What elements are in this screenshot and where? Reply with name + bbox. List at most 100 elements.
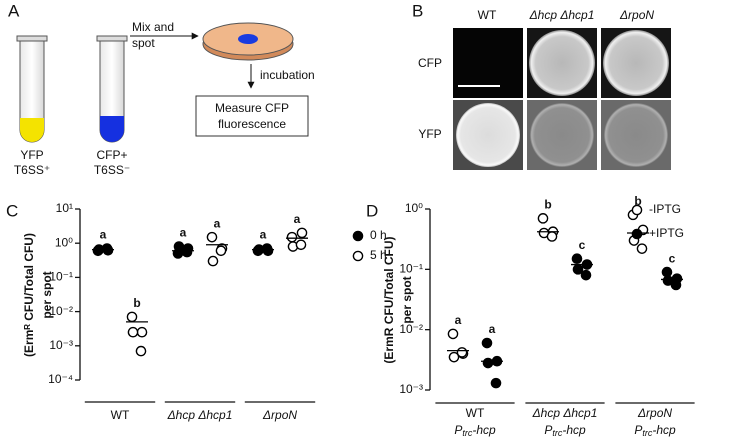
- significance-letter: a: [180, 226, 187, 240]
- data-point: [670, 279, 682, 291]
- sublabel-part: trc: [552, 428, 562, 438]
- data-point: [447, 328, 459, 340]
- significance-letter: a: [294, 212, 301, 226]
- x-tick-label: Δhcp Δhcp1: [532, 406, 598, 420]
- x-tick-label: Δhcp Δhcp1: [167, 408, 233, 422]
- data-point: [215, 245, 227, 257]
- tube-rim: [96, 35, 128, 42]
- tube-label: YFP: [20, 148, 43, 162]
- y-axis-label: (Ermᴿ CFU/Total CFU): [22, 233, 36, 357]
- legend-marker: [352, 250, 364, 262]
- tube-liquid: [20, 118, 44, 142]
- legend-label: +IPTG: [649, 226, 684, 240]
- y-tick-label: 10⁻²: [399, 322, 423, 336]
- y-axis-label: (ErmR CFU/Total CFU): [382, 236, 396, 363]
- y-tick-label: 10⁻³: [49, 338, 73, 352]
- significance-letter: b: [634, 194, 641, 208]
- legend-label: 5 h: [370, 248, 387, 262]
- y-tick-label: 10⁰: [405, 201, 423, 215]
- colony: [604, 103, 668, 167]
- y-tick-label: 10¹: [56, 201, 73, 215]
- data-point: [490, 377, 502, 389]
- step-label: Mix and: [132, 20, 174, 34]
- spot: [238, 34, 258, 44]
- data-point: [127, 326, 139, 338]
- legend-marker: [631, 228, 643, 240]
- data-point: [546, 231, 558, 242]
- colony: [530, 103, 594, 167]
- significance-letter: a: [100, 228, 107, 242]
- data-point: [571, 253, 583, 265]
- data-point: [296, 227, 308, 239]
- row-label: YFP: [418, 127, 441, 141]
- x-tick-label: ΔrpoN: [637, 406, 672, 420]
- y-axis-label: per spot: [400, 276, 414, 323]
- data-point: [286, 231, 298, 243]
- panel-letter: D: [366, 201, 378, 220]
- tube-label: CFP+: [96, 148, 127, 162]
- data-point: [661, 266, 673, 278]
- data-point: [572, 264, 584, 275]
- sublabel-part: trc: [462, 428, 472, 438]
- panel-a: A YFP T6SS⁺ CFP+ T6SS⁻ Mix and spot incu…: [8, 1, 315, 177]
- readout-box: [195, 95, 309, 137]
- legend-marker: [352, 230, 364, 242]
- data-point: [181, 246, 193, 258]
- significance-letter: c: [579, 238, 586, 252]
- image-tile: [453, 28, 523, 98]
- x-tick-sublabel: Ptrc-hcp: [634, 423, 676, 438]
- significance-letter: a: [489, 322, 496, 336]
- colony: [603, 30, 669, 96]
- x-tick-sublabel: Ptrc-hcp: [454, 423, 496, 438]
- significance-letter: b: [544, 198, 551, 212]
- tube-label: T6SS⁺: [14, 163, 50, 177]
- readout-label: Measure CFP: [215, 101, 289, 115]
- sublabel-part: -hcp: [562, 423, 586, 437]
- y-tick-label: 10⁻⁴: [48, 372, 73, 386]
- legend-label: -IPTG: [649, 202, 681, 216]
- legend-marker: [631, 204, 643, 216]
- x-tick-label: WT: [466, 406, 485, 420]
- tube-rim: [16, 35, 48, 42]
- data-point: [135, 345, 147, 357]
- significance-letter: a: [214, 216, 221, 230]
- legend-label: 0 h: [370, 228, 387, 242]
- sublabel-part: P: [544, 423, 552, 437]
- x-tick-label: ΔrpoN: [262, 408, 297, 422]
- colony: [529, 30, 595, 96]
- panel-letter: A: [8, 1, 20, 20]
- data-point: [580, 269, 592, 281]
- x-tick-sublabel: Ptrc-hcp: [544, 423, 586, 438]
- significance-letter: a: [260, 228, 267, 242]
- significance-letter: a: [455, 313, 462, 327]
- data-point: [173, 241, 185, 252]
- data-point: [101, 243, 113, 254]
- panel-b: B WT Δhcp Δhcp1 ΔrpoN CFP YFP: [412, 1, 671, 170]
- y-axis-label: per spot: [40, 271, 54, 318]
- readout-label: fluorescence: [218, 117, 286, 131]
- data-point: [456, 347, 468, 358]
- y-tick-label: 10⁻¹: [399, 262, 423, 276]
- panel-letter: B: [412, 1, 423, 20]
- column-label: Δhcp Δhcp1: [529, 8, 595, 22]
- step-label: incubation: [260, 68, 315, 82]
- y-tick-label: 10⁻³: [399, 382, 423, 396]
- data-point: [126, 311, 138, 323]
- row-label: CFP: [418, 56, 442, 70]
- data-point: [481, 337, 493, 349]
- sublabel-part: P: [454, 423, 462, 437]
- data-point: [448, 351, 460, 363]
- data-point: [136, 326, 148, 338]
- significance-letter: c: [669, 251, 676, 265]
- sublabel-part: -hcp: [652, 423, 676, 437]
- data-point: [206, 231, 218, 243]
- data-point: [537, 213, 549, 224]
- significance-letter: b: [133, 296, 140, 310]
- data-point: [482, 357, 494, 369]
- data-point: [662, 275, 674, 286]
- sublabel-part: P: [634, 423, 642, 437]
- column-label: WT: [478, 8, 497, 22]
- sublabel-part: -hcp: [472, 423, 496, 437]
- data-point: [295, 239, 307, 251]
- y-tick-label: 10⁻²: [49, 304, 73, 318]
